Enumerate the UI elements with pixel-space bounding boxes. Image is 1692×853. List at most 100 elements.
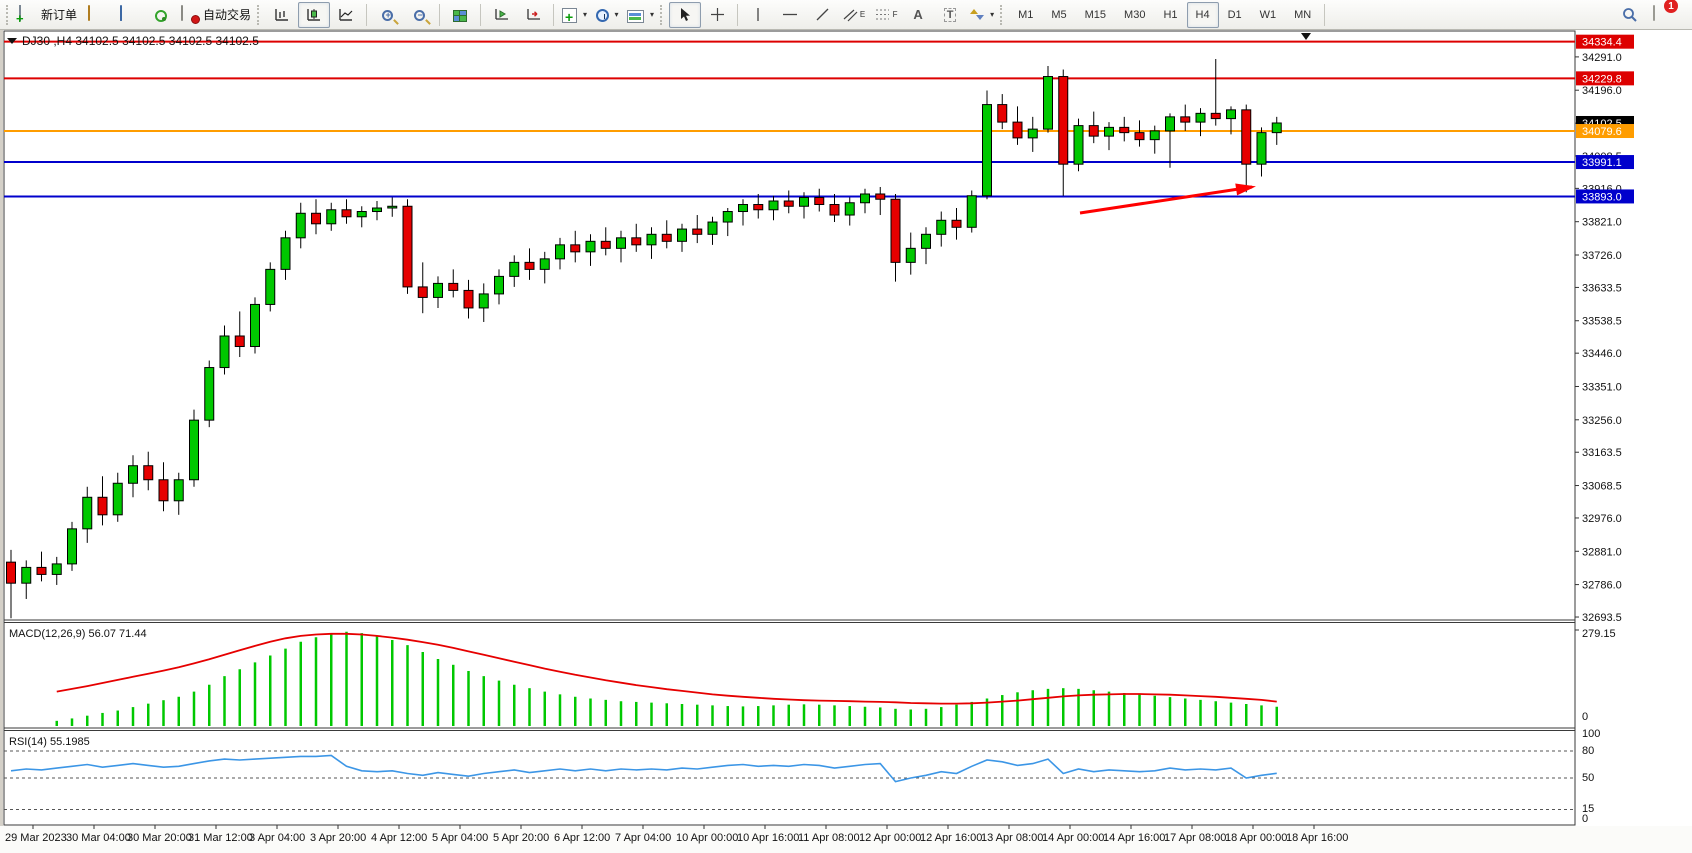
candlestick-chart-button[interactable] bbox=[298, 1, 331, 28]
trendline-icon bbox=[816, 8, 829, 21]
candle-up bbox=[1165, 116, 1175, 132]
toolbar-drag-handle[interactable] bbox=[257, 4, 264, 25]
timeframe-label: MN bbox=[1294, 8, 1312, 21]
timeframe-m15-button[interactable]: M15 bbox=[1076, 2, 1115, 28]
candle-down bbox=[692, 228, 703, 235]
templates-button[interactable]: ▾ bbox=[623, 2, 658, 28]
candle-up bbox=[585, 240, 596, 253]
timeframe-h4-button[interactable]: H4 bbox=[1186, 1, 1219, 28]
cursor-tool-button[interactable] bbox=[669, 1, 702, 28]
timeframe-m5-button[interactable]: M5 bbox=[1042, 2, 1075, 28]
vertical-line-icon bbox=[757, 8, 759, 21]
equidistant-channel-tool-button[interactable]: E bbox=[838, 2, 870, 28]
auto-scroll-icon bbox=[494, 9, 508, 20]
candle-up bbox=[509, 261, 520, 277]
timeframe-label: M15 bbox=[1084, 8, 1107, 21]
zoom-out-button[interactable]: − bbox=[403, 2, 435, 28]
zoom-in-button[interactable]: + bbox=[371, 2, 403, 28]
svg-text:33893.0: 33893.0 bbox=[1582, 191, 1622, 203]
fibonacci-tool-button[interactable]: F bbox=[870, 2, 902, 28]
time-tick-label: 5 Apr 20:00 bbox=[493, 832, 549, 844]
chart-shift-button[interactable] bbox=[517, 2, 549, 28]
chevron-down-icon: ▾ bbox=[583, 10, 588, 19]
toolbar-drag-handle[interactable] bbox=[660, 4, 667, 25]
time-tick-label: 12 Apr 00:00 bbox=[859, 832, 921, 844]
clock-icon bbox=[595, 8, 609, 22]
tile-windows-button[interactable] bbox=[444, 2, 476, 28]
line-chart-button[interactable] bbox=[330, 2, 362, 28]
time-tick-label: 4 Apr 12:00 bbox=[371, 832, 427, 844]
text-tool-button[interactable]: A bbox=[902, 2, 934, 28]
timeframe-w1-button[interactable]: W1 bbox=[1251, 2, 1286, 28]
indicators-button[interactable]: ▾ bbox=[558, 2, 591, 28]
candle-up bbox=[250, 303, 260, 348]
price-tick-label: 32976.0 bbox=[1582, 513, 1622, 525]
trendline-tool-button[interactable] bbox=[806, 2, 838, 28]
level-price-label: 33991.1 bbox=[1576, 155, 1634, 170]
price-tick-label: 33068.5 bbox=[1582, 481, 1622, 493]
new-order-button[interactable]: + 新订单 bbox=[15, 2, 81, 28]
price-tick-label: 33726.0 bbox=[1582, 250, 1622, 262]
chevron-down-icon: ▾ bbox=[614, 10, 619, 19]
level-price-label: 34079.6 bbox=[1576, 124, 1634, 139]
timeframe-m1-button[interactable]: M1 bbox=[1009, 2, 1042, 28]
svg-text:34229.8: 34229.8 bbox=[1582, 73, 1622, 85]
timeframe-d1-button[interactable]: D1 bbox=[1219, 2, 1251, 28]
candle-up bbox=[844, 202, 855, 216]
crosshair-tool-button[interactable] bbox=[701, 2, 733, 28]
time-tick-label: 7 Apr 04:00 bbox=[615, 832, 671, 844]
trend-arrow-annotation[interactable] bbox=[1079, 183, 1256, 215]
time-tick-label: 5 Apr 04:00 bbox=[432, 832, 488, 844]
candle-up bbox=[799, 196, 809, 207]
auto-scroll-button[interactable] bbox=[485, 2, 517, 28]
crosshair-icon bbox=[710, 8, 724, 21]
signals-button[interactable] bbox=[145, 2, 177, 28]
chat-bubble-icon: 1 bbox=[1653, 0, 1678, 23]
publish-chart-button[interactable] bbox=[113, 2, 145, 28]
candle-up bbox=[555, 244, 565, 260]
main-toolbar: + 新订单 自动交易 + − ▾ ▾ ▾ E F bbox=[0, 0, 1692, 30]
horizontal-line-tool-button[interactable] bbox=[774, 2, 806, 28]
search-button[interactable] bbox=[1614, 2, 1646, 28]
svg-text:33991.1: 33991.1 bbox=[1582, 157, 1622, 169]
chevron-down-icon: ▾ bbox=[990, 10, 995, 19]
notifications-button[interactable]: 1 bbox=[1646, 0, 1678, 28]
timeframe-label: H1 bbox=[1163, 8, 1178, 21]
candle-up bbox=[82, 496, 93, 530]
time-tick-label: 14 Apr 16:00 bbox=[1103, 832, 1165, 844]
time-tick-label: 10 Apr 16:00 bbox=[737, 832, 799, 844]
price-tick-label: 34291.0 bbox=[1582, 52, 1622, 64]
candle-up bbox=[1271, 122, 1282, 134]
candle-up bbox=[982, 104, 992, 197]
time-tick-label: 14 Apr 00:00 bbox=[1042, 832, 1104, 844]
price-axis[interactable]: 34291.034196.034102.034008.533916.033821… bbox=[1575, 34, 1634, 624]
horizontal-level-lines[interactable] bbox=[4, 40, 1575, 198]
candle-up bbox=[280, 237, 291, 270]
text-tool-icon: A bbox=[913, 7, 923, 22]
chevron-down-icon: ▾ bbox=[650, 10, 655, 19]
candle-up bbox=[51, 563, 62, 575]
candle-down bbox=[631, 237, 642, 246]
price-tick-label: 33256.0 bbox=[1582, 415, 1622, 427]
arrows-icon bbox=[970, 9, 985, 20]
objects-dropdown-icon[interactable] bbox=[7, 38, 17, 44]
candle-down bbox=[829, 204, 840, 216]
timeframe-m30-button[interactable]: M30 bbox=[1115, 2, 1154, 28]
timeframe-h1-button[interactable]: H1 bbox=[1154, 2, 1186, 28]
bar-chart-button[interactable] bbox=[266, 2, 298, 28]
toolbar-drag-handle[interactable] bbox=[1000, 4, 1007, 25]
candle-down bbox=[143, 465, 154, 481]
timeframe-label: M30 bbox=[1124, 8, 1146, 21]
auto-trading-label: 自动交易 bbox=[203, 8, 252, 22]
periods-button[interactable]: ▾ bbox=[591, 2, 623, 28]
toolbar-drag-handle[interactable] bbox=[6, 4, 13, 25]
vertical-line-tool-button[interactable] bbox=[742, 2, 774, 28]
time-tick-label: 31 Mar 12:00 bbox=[188, 832, 253, 844]
timeframe-mn-button[interactable]: MN bbox=[1285, 2, 1320, 28]
arrows-tool-button[interactable]: ▾ bbox=[966, 2, 998, 28]
text-label-tool-button[interactable]: T bbox=[934, 2, 966, 28]
auto-trading-button[interactable]: 自动交易 bbox=[177, 2, 255, 28]
candle-down bbox=[1134, 132, 1145, 141]
